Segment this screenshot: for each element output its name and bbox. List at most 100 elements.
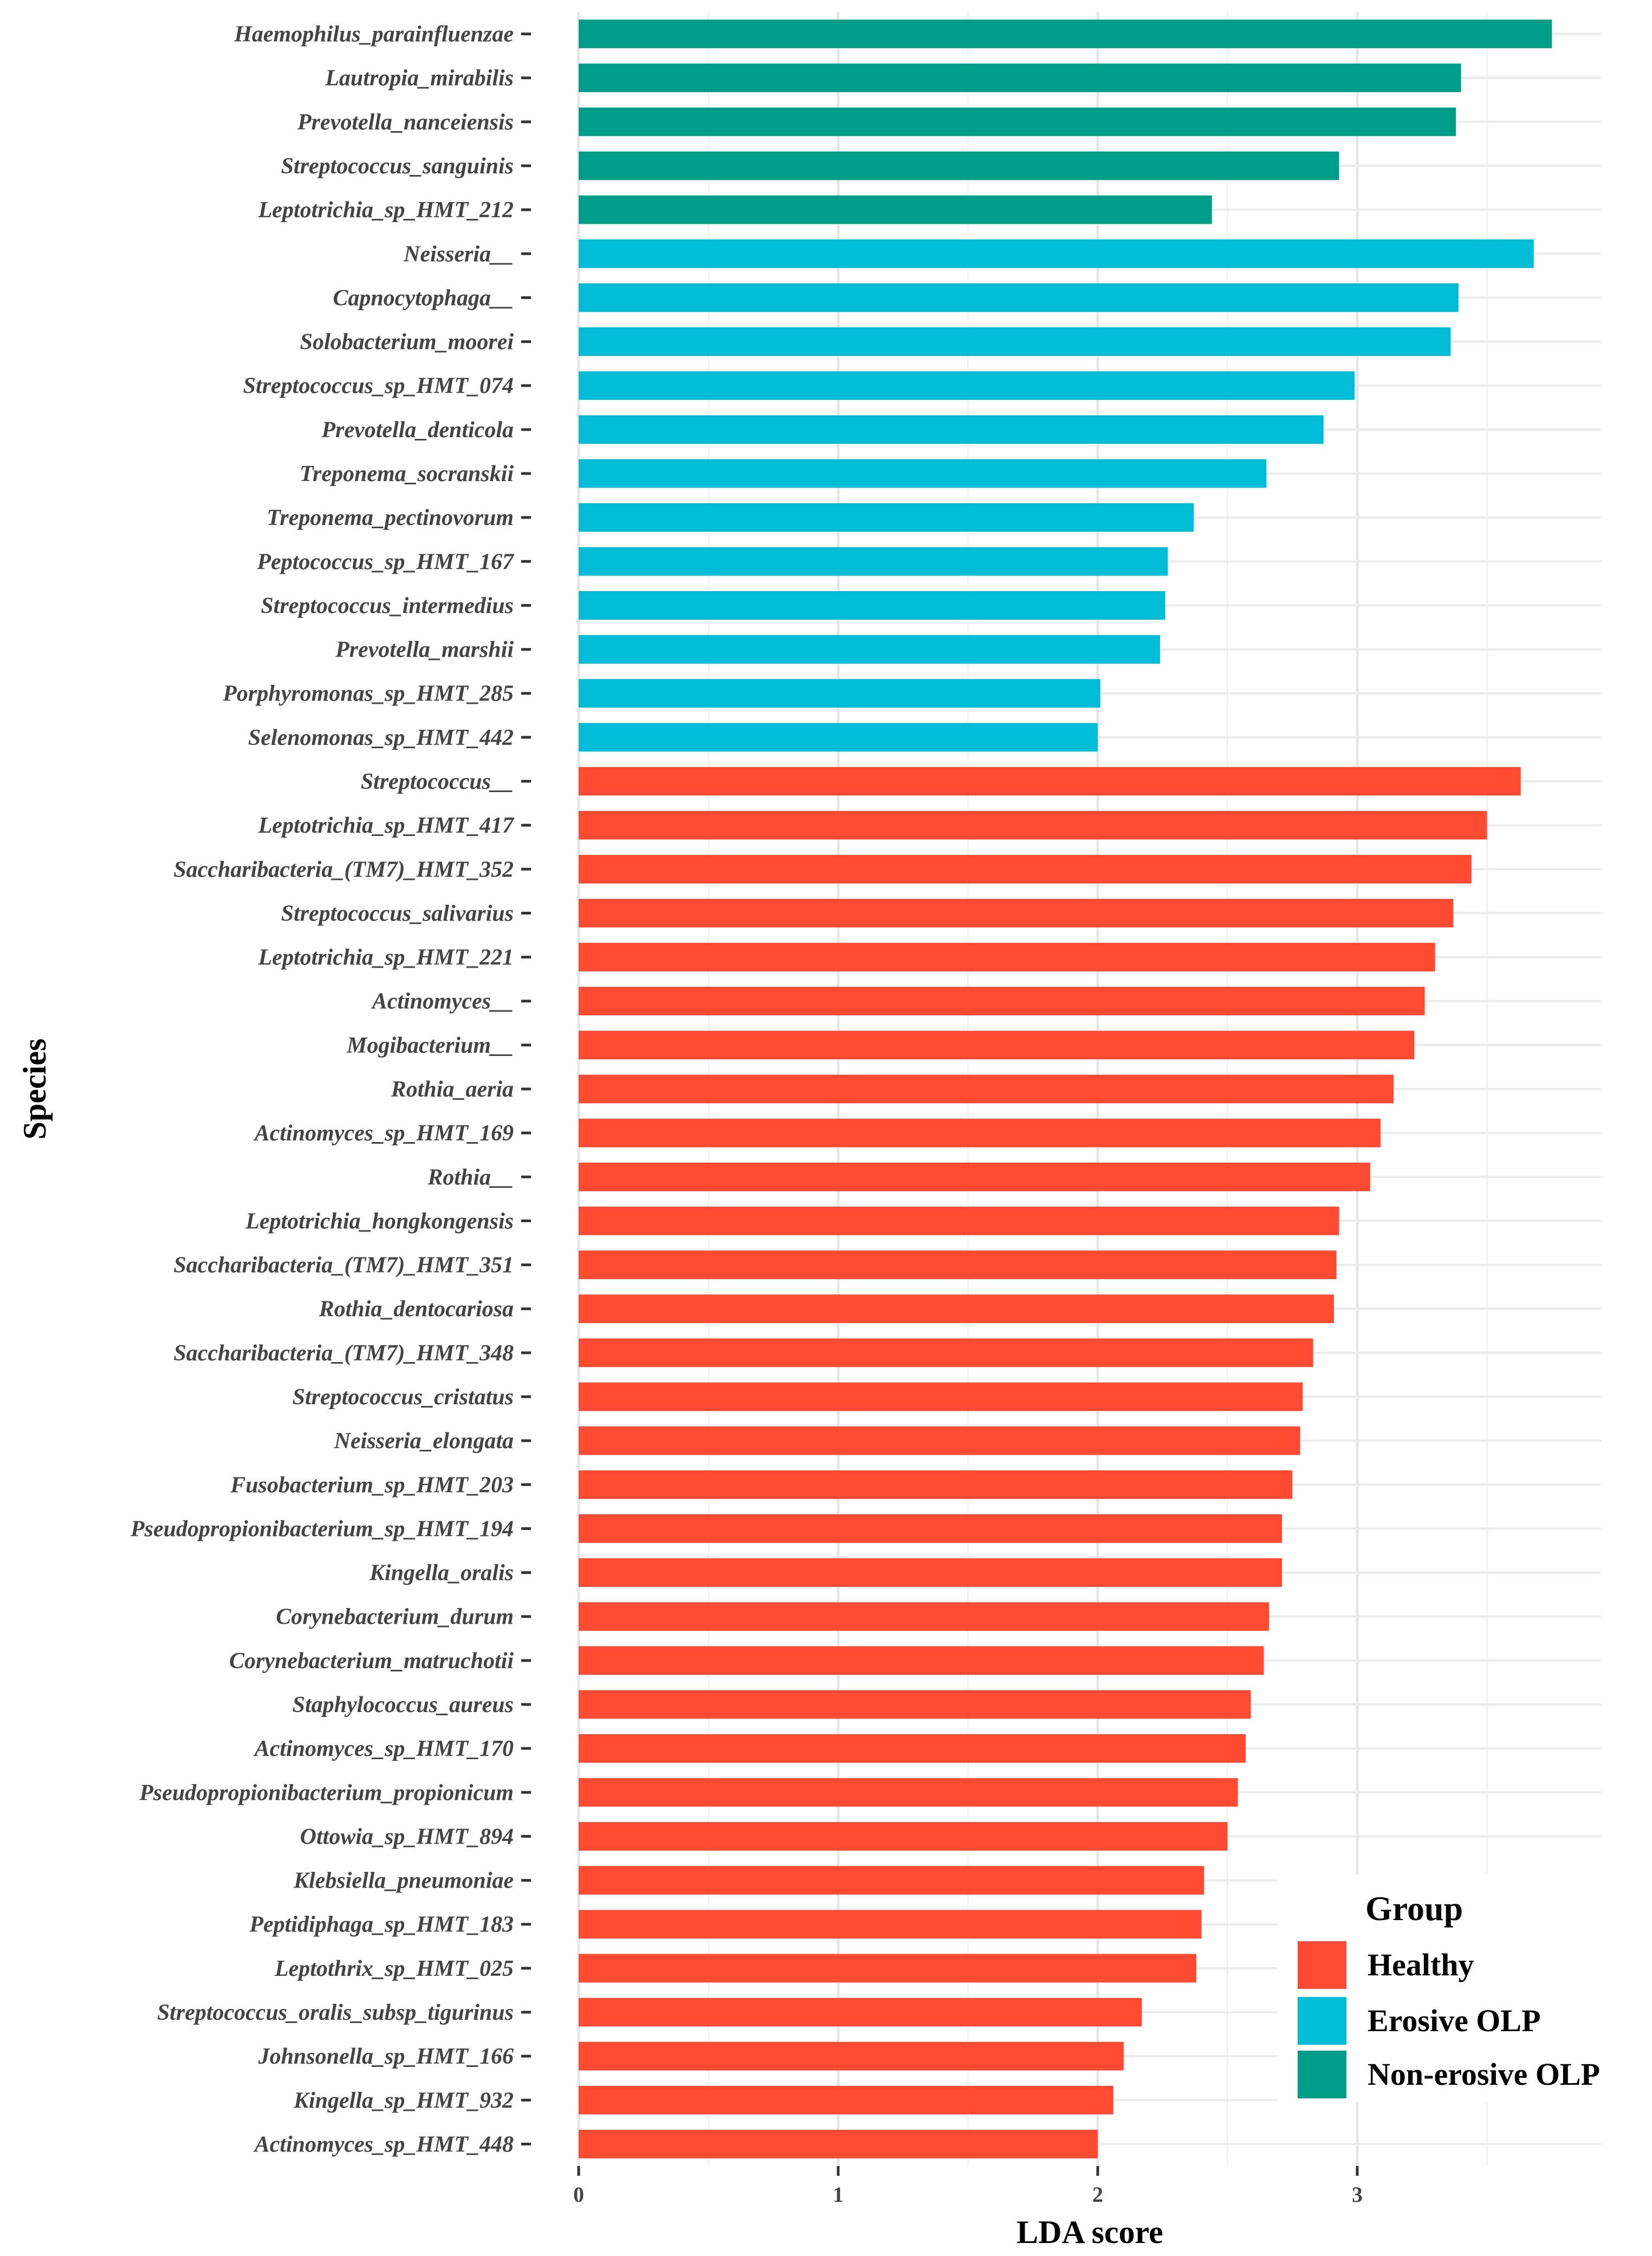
y-tick-label: Actinomyces_sp_HMT_170 (253, 1736, 514, 1761)
bar (579, 1207, 1339, 1235)
y-tick-label: Streptococcus_oralis_subsp_tigurinus (157, 2000, 514, 2025)
y-tick-label: Johnsonella_sp_HMT_166 (258, 2044, 514, 2069)
bar (579, 1338, 1313, 1367)
bar (579, 1294, 1334, 1324)
bar (579, 899, 1454, 928)
legend-swatch (1298, 2051, 1346, 2098)
bar (579, 1998, 1142, 2027)
y-tick-label: Corynebacterium_durum (276, 1605, 514, 1630)
bar (579, 635, 1160, 664)
bar (579, 1866, 1204, 1895)
bar (579, 283, 1459, 312)
bars (579, 20, 1552, 2158)
bar (579, 1382, 1303, 1411)
bar (579, 195, 1212, 224)
legend-label: Non-erosive OLP (1368, 2057, 1600, 2092)
y-tick-label: Prevotella_nanceiensis (297, 110, 514, 135)
bar (579, 20, 1552, 48)
y-tick-label: Haemophilus_parainfluenzae (234, 22, 514, 47)
bar (579, 2085, 1113, 2115)
bar (579, 1470, 1293, 1499)
bar (579, 1690, 1251, 1719)
y-tick-label: Ottowia_sp_HMT_894 (300, 1824, 514, 1849)
bar (579, 1778, 1238, 1807)
y-tick-label: Rothia__ (427, 1165, 514, 1190)
y-tick-label: Streptococcus_sp_HMT_074 (243, 374, 514, 399)
legend-label: Healthy (1368, 1947, 1474, 1982)
y-tick-label: Peptococcus_sp_HMT_167 (256, 549, 515, 574)
y-tick-label: Saccharibacteria_(TM7)_HMT_348 (173, 1341, 514, 1366)
y-tick-label: Kingella_sp_HMT_932 (293, 2088, 514, 2113)
bar (579, 459, 1267, 488)
y-tick-label: Leptotrichia_sp_HMT_417 (258, 813, 515, 838)
bar (579, 547, 1168, 576)
y-tick-label: Streptococcus_sanguinis (281, 154, 514, 179)
bar (579, 2130, 1098, 2158)
bar (579, 1118, 1381, 1148)
bar (579, 1646, 1264, 1675)
bar (579, 151, 1339, 180)
bar (579, 415, 1324, 444)
bar (579, 679, 1100, 708)
y-tick-label: Prevotella_marshii (335, 638, 514, 663)
y-tick-label: Leptotrichia_sp_HMT_212 (258, 198, 514, 223)
y-tick-label: Actinomyces_sp_HMT_448 (253, 2132, 514, 2157)
bar (579, 1426, 1300, 1455)
bar (579, 63, 1461, 93)
y-tick-label: Peptidiphaga_sp_HMT_183 (249, 1913, 514, 1937)
y-tick-label: Actinomyces__ (371, 989, 514, 1014)
y-tick-label: Saccharibacteria_(TM7)_HMT_352 (173, 857, 514, 882)
y-tick-label: Corynebacterium_matruchotii (229, 1649, 514, 1674)
y-tick-label: Capnocytophaga__ (333, 286, 514, 310)
bar (579, 723, 1098, 752)
bar (579, 1822, 1228, 1851)
x-tick-label: 1 (833, 2182, 844, 2207)
x-tick-label: 2 (1092, 2182, 1103, 2207)
y-tick-label: Solobacterium_moorei (300, 330, 514, 355)
bar (579, 107, 1456, 137)
y-axis-title: Species (17, 1039, 53, 1140)
bar (579, 1030, 1415, 1060)
legend-swatch (1298, 1997, 1346, 2045)
legend-label: Erosive OLP (1368, 2003, 1541, 2038)
bar (579, 1558, 1282, 1587)
bar (579, 987, 1425, 1016)
bar (579, 943, 1435, 971)
legend-swatch (1298, 1941, 1346, 1989)
y-tick-label: Actinomyces_sp_HMT_169 (253, 1121, 514, 1146)
bar (579, 1734, 1246, 1763)
bar (579, 1074, 1394, 1104)
bar (579, 239, 1534, 268)
y-tick-label: Prevotella_denticola (321, 418, 514, 443)
bar (579, 2041, 1124, 2071)
y-tick-label: Leptotrichia_hongkongensis (245, 1209, 514, 1234)
x-axis-title: LDA score (1016, 2214, 1163, 2250)
y-tick-label: Streptococcus_cristatus (293, 1385, 514, 1410)
y-tick-label: Leptothrix_sp_HMT_025 (274, 1956, 514, 1981)
bar (579, 1954, 1197, 1983)
y-tick-label: Streptococcus__ (361, 769, 514, 794)
y-tick-label: Rothia_dentocariosa (319, 1297, 514, 1322)
y-tick-label: Selenomonas_sp_HMT_442 (248, 725, 514, 750)
y-tick-label: Saccharibacteria_(TM7)_HMT_351 (173, 1253, 514, 1278)
y-tick-label: Pseudopropionibacterium_sp_HMT_194 (130, 1516, 514, 1541)
bar (579, 1602, 1269, 1631)
legend: Group Healthy Erosive OLP Non-erosive OLP (1278, 1875, 1652, 2102)
bar (579, 327, 1451, 356)
bar (579, 371, 1355, 400)
legend-title: Group (1365, 1889, 1463, 1928)
bar (579, 503, 1194, 532)
y-tick-label: Klebsiella_pneumoniae (293, 1869, 514, 1894)
bar (579, 854, 1472, 884)
y-tick-label: Neisseria__ (403, 242, 514, 267)
bar (579, 591, 1165, 620)
y-tick-label: Staphylococcus_aureus (293, 1693, 514, 1717)
y-tick-label: Mogibacterium__ (346, 1033, 514, 1058)
y-tick-label: Porphyromonas_sp_HMT_285 (222, 682, 514, 706)
bar (579, 1250, 1337, 1279)
y-tick-label: Treponema_pectinovorum (267, 505, 514, 530)
bar (579, 767, 1521, 796)
x-tick-label: 3 (1352, 2182, 1363, 2207)
x-tick-label: 0 (573, 2182, 584, 2207)
